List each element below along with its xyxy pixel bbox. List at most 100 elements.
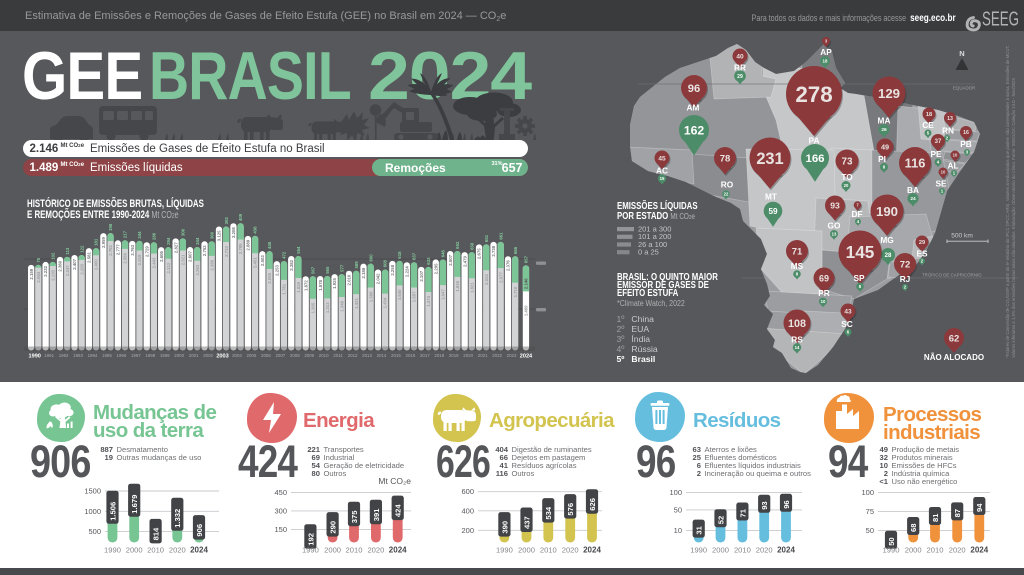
svg-text:294: 294 [166, 237, 171, 245]
svg-text:RO: RO [721, 180, 734, 190]
svg-text:87: 87 [953, 509, 962, 517]
svg-text:2000: 2000 [712, 546, 729, 555]
svg-text:101 a 200: 101 a 200 [638, 232, 671, 241]
svg-text:2006: 2006 [261, 353, 271, 358]
svg-text:2.055: 2.055 [267, 272, 272, 283]
svg-text:75: 75 [866, 507, 874, 516]
svg-text:2.042: 2.042 [376, 273, 381, 284]
svg-text:2.507: 2.507 [448, 254, 453, 265]
svg-text:N: N [959, 49, 964, 58]
svg-text:166: 166 [805, 153, 824, 165]
svg-text:2.675: 2.675 [477, 248, 482, 259]
svg-text:45: 45 [658, 155, 666, 162]
svg-text:375: 375 [350, 510, 359, 523]
svg-text:626: 626 [588, 498, 597, 511]
svg-text:13: 13 [947, 116, 953, 122]
svg-text:3: 3 [966, 150, 969, 155]
svg-text:2.360: 2.360 [58, 260, 63, 271]
svg-text:1: 1 [941, 189, 944, 194]
svg-text:472: 472 [282, 251, 287, 259]
svg-text:2009: 2009 [304, 353, 314, 358]
svg-text:1.828: 1.828 [296, 281, 301, 292]
svg-text:2.312: 2.312 [166, 262, 171, 273]
svg-text:4: 4 [937, 160, 940, 165]
svg-text:2.247: 2.247 [65, 265, 70, 276]
svg-text:2: 2 [921, 259, 924, 264]
svg-text:2010: 2010 [927, 546, 944, 555]
svg-text:1: 1 [953, 171, 956, 176]
svg-text:290: 290 [329, 521, 338, 534]
svg-text:2011: 2011 [333, 353, 343, 358]
svg-text:CE: CE [922, 120, 934, 130]
svg-text:2.738: 2.738 [491, 245, 496, 256]
svg-text:1997: 1997 [131, 353, 141, 358]
svg-text:2008: 2008 [290, 353, 300, 358]
svg-text:1.587: 1.587 [412, 291, 417, 302]
svg-text:1990: 1990 [28, 354, 40, 360]
svg-text:81: 81 [931, 513, 940, 522]
svg-text:2004: 2004 [232, 353, 242, 358]
svg-text:75: 75 [36, 257, 41, 262]
svg-text:2024: 2024 [970, 546, 988, 555]
svg-text:2002: 2002 [203, 353, 213, 358]
svg-text:62: 62 [949, 334, 960, 345]
svg-text:8: 8 [796, 272, 799, 277]
svg-text:2.232: 2.232 [43, 265, 48, 276]
svg-text:2015: 2015 [391, 353, 401, 358]
svg-text:409: 409 [238, 213, 243, 221]
svg-text:231: 231 [756, 150, 783, 168]
svg-text:437: 437 [522, 516, 531, 529]
svg-text:1.781: 1.781 [282, 283, 287, 294]
svg-text:2024: 2024 [520, 354, 533, 360]
svg-text:2013: 2013 [362, 353, 372, 358]
svg-text:2.407: 2.407 [72, 258, 77, 269]
svg-text:108: 108 [788, 318, 806, 330]
svg-text:SEEG: SEEG [982, 8, 1019, 31]
svg-text:2.729: 2.729 [144, 246, 149, 257]
svg-text:94: 94 [975, 503, 984, 512]
svg-text:286: 286 [152, 232, 157, 240]
svg-text:MS: MS [791, 261, 804, 271]
svg-text:2.443: 2.443 [152, 257, 157, 268]
svg-text:20: 20 [844, 183, 849, 188]
svg-text:2.479: 2.479 [462, 256, 467, 267]
svg-text:1995: 1995 [102, 353, 112, 358]
svg-text:608: 608 [383, 259, 388, 267]
svg-text:100: 100 [669, 488, 682, 497]
svg-text:1.489: 1.489 [524, 305, 529, 316]
svg-text:244: 244 [137, 231, 142, 239]
svg-text:TRÓPICO DE CAPRICÓRNIO: TRÓPICO DE CAPRICÓRNIO [922, 273, 982, 278]
svg-text:633: 633 [426, 257, 431, 265]
svg-text:2017: 2017 [420, 353, 430, 358]
svg-text:192: 192 [306, 533, 315, 546]
svg-text:2.607: 2.607 [188, 250, 193, 261]
svg-text:1990: 1990 [690, 546, 707, 555]
svg-text:AC: AC [656, 166, 668, 176]
svg-text:RJ: RJ [900, 274, 911, 284]
svg-text:1.925: 1.925 [332, 278, 337, 289]
svg-text:1.421: 1.421 [354, 298, 359, 309]
svg-text:2020: 2020 [756, 546, 773, 555]
svg-text:145: 145 [846, 242, 875, 262]
svg-text:278: 278 [795, 82, 832, 107]
svg-text:162: 162 [684, 123, 705, 137]
svg-text:7: 7 [856, 203, 859, 208]
svg-text:PA: PA [809, 136, 820, 146]
svg-text:424: 424 [394, 504, 403, 517]
svg-text:Valores inferiores a 1,5% das: Valores inferiores a 1,5% das emissões b… [1011, 78, 1016, 358]
svg-text:2: 2 [904, 285, 907, 290]
svg-text:2000: 2000 [518, 546, 535, 555]
svg-text:1.305: 1.305 [310, 302, 315, 313]
svg-text:2.503: 2.503 [260, 255, 265, 266]
svg-text:1990: 1990 [496, 546, 513, 555]
svg-text:71: 71 [792, 246, 803, 257]
svg-text:SE: SE [935, 179, 947, 189]
svg-text:2000: 2000 [126, 546, 143, 555]
svg-text:96: 96 [688, 83, 700, 95]
svg-text:648: 648 [441, 249, 446, 257]
svg-text:18: 18 [823, 59, 828, 64]
svg-text:29: 29 [737, 74, 743, 80]
svg-text:450: 450 [274, 488, 287, 497]
svg-text:MG: MG [880, 235, 893, 245]
svg-text:ES: ES [916, 249, 928, 259]
